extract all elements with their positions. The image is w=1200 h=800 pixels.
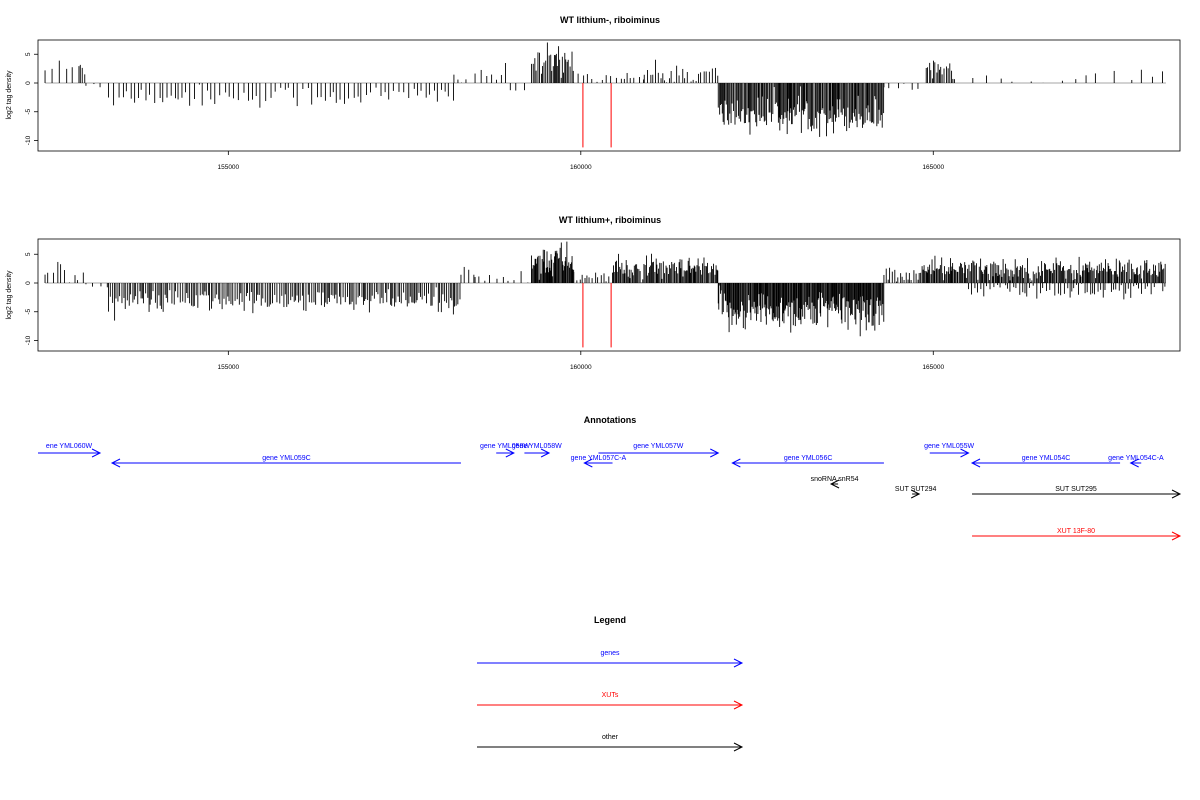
legend-item-xut: XUTs: [477, 692, 744, 710]
legend-label: XUTs: [602, 692, 619, 699]
bar-group: [44, 241, 1166, 337]
annotations-panel: Annotations ene YML060W gene YML059C gene …: [38, 415, 1182, 541]
bar-group: [44, 42, 1166, 137]
y-axis-label: log2 tag density: [6, 270, 13, 320]
feature-other: snoRNA snR54: [811, 476, 859, 489]
feature-label: gene YML056C: [784, 455, 833, 462]
x-tick-label: 160000: [570, 164, 592, 171]
x-tick-label: 155000: [217, 164, 239, 171]
feature-gene: gene YML054C: [970, 455, 1121, 468]
y-axis: 5 0 -5 -10: [25, 52, 38, 145]
y-tick-label: -10: [25, 135, 32, 145]
y-tick-label: 0: [25, 81, 32, 85]
y-tick-label: -5: [25, 308, 32, 314]
feature-other: SUT SUT294: [895, 486, 937, 499]
feature-label: gene YML059C: [262, 455, 311, 462]
x-axis: 155000 160000 165000: [217, 351, 944, 371]
feature-gene: gene YML056C: [731, 455, 884, 468]
y-tick-label: -5: [25, 108, 32, 114]
feature-arrowhead: [829, 479, 840, 489]
feature-label: gene YML054C-A: [1108, 455, 1164, 462]
feature-label: gene YML058W: [512, 443, 562, 450]
x-tick-label: 160000: [570, 364, 592, 371]
feature-label: gene YML057W: [633, 443, 683, 450]
legend-label: genes: [600, 650, 620, 657]
legend-title: Legend: [594, 615, 626, 625]
legend-arrowhead: [733, 658, 744, 668]
feature-label: gene YML057C-A: [571, 455, 627, 462]
feature-label: gene YML055W: [924, 443, 974, 450]
legend-item-other: other: [477, 734, 744, 752]
feature-label: ene YML060W: [46, 443, 93, 450]
x-tick-label: 165000: [922, 364, 944, 371]
feature-xut: XUT 13F-80: [972, 528, 1182, 541]
feature-label: XUT 13F-80: [1057, 528, 1095, 535]
feature-label: SUT SUT294: [895, 486, 937, 493]
feature-label: SUT SUT295: [1055, 486, 1097, 493]
marker-group: [582, 83, 612, 148]
feature-gene: gene YML054C-A: [1108, 455, 1164, 468]
y-tick-label: -10: [25, 335, 32, 345]
track-panel-lithium-plus: WT lithium+, riboiminus log2 tag density…: [6, 215, 1181, 371]
x-tick-label: 165000: [922, 164, 944, 171]
feature-gene: gene YML059C: [110, 455, 461, 468]
feature-gene: gene YML058W: [480, 443, 530, 458]
y-tick-label: 5: [25, 52, 32, 56]
feature-gene: gene YML058W: [512, 443, 562, 458]
feature-arrowhead: [505, 448, 515, 458]
marker-group: [582, 283, 612, 348]
track-title: WT lithium+, riboiminus: [559, 215, 661, 225]
track-title: WT lithium-, riboiminus: [560, 15, 660, 25]
y-tick-label: 5: [25, 252, 32, 256]
feature-arrowhead: [970, 458, 981, 468]
feature-other: SUT SUT295: [972, 486, 1182, 499]
track-panel-lithium-minus: WT lithium-, riboiminus log2 tag density…: [6, 15, 1181, 171]
feature-arrowhead: [110, 458, 121, 468]
y-axis-label: log2 tag density: [6, 70, 13, 120]
feature-arrowhead: [710, 448, 720, 458]
x-axis: 155000 160000 165000: [217, 151, 944, 171]
feature-arrowhead: [1129, 458, 1139, 468]
legend-label: other: [602, 734, 619, 741]
legend-item-gene: genes: [477, 650, 744, 668]
feature-label: gene YML054C: [1022, 455, 1071, 462]
feature-arrowhead: [1171, 489, 1182, 499]
feature-arrowhead: [540, 448, 551, 458]
legend-item-group: genes XUTs other: [477, 650, 744, 752]
legend-arrowhead: [733, 700, 744, 710]
feature-gene: gene YML057W: [598, 443, 720, 458]
feature-arrowhead: [583, 458, 593, 468]
feature-gene: ene YML060W: [38, 443, 102, 458]
feature-gene: gene YML055W: [924, 443, 975, 458]
legend-panel: Legend genes XUTs other: [477, 615, 744, 752]
y-axis: 5 0 -5 -10: [25, 252, 38, 345]
feature-arrowhead: [1171, 531, 1182, 541]
feature-label: gene YML058W: [480, 443, 530, 450]
y-tick-label: 0: [25, 281, 32, 285]
annotations-title: Annotations: [584, 415, 637, 425]
feature-gene: gene YML057C-A: [571, 455, 627, 468]
feature-arrowhead: [91, 448, 102, 458]
feature-arrowhead: [960, 448, 970, 458]
x-tick-label: 155000: [217, 364, 239, 371]
plot-frame: [37, 39, 1181, 152]
legend-arrowhead: [733, 742, 744, 752]
feature-arrowhead: [910, 489, 921, 499]
feature-arrowhead: [731, 458, 741, 468]
plot-frame: [37, 238, 1181, 352]
feature-label: snoRNA snR54: [811, 476, 859, 483]
